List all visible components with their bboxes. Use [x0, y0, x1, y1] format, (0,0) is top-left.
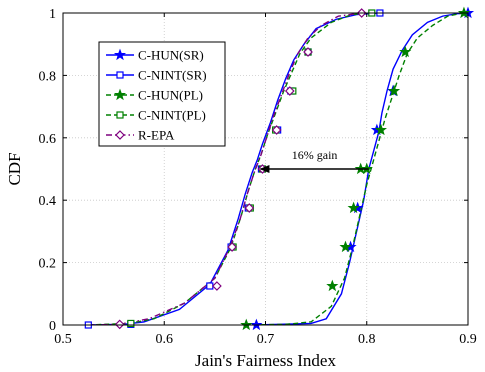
series-point-r-epa — [244, 203, 255, 213]
y-tick-label: 0.8 — [39, 69, 57, 84]
series-point-c-hun-pl — [388, 84, 401, 97]
y-tick-label: 0.6 — [39, 132, 57, 147]
x-tick-label: 0.8 — [358, 332, 376, 347]
series-point-c-nint-pl — [127, 319, 135, 328]
series-line-c-hun-pl — [245, 13, 464, 325]
series-point-r-epa — [212, 281, 222, 291]
series-point-r-epa — [271, 125, 282, 135]
gain-annotation: 16% gain — [292, 148, 338, 162]
legend-item-c-nint-sr: C-NINT(SR) — [106, 68, 207, 83]
legend-label: R-EPA — [138, 128, 175, 143]
series-point-c-hun-pl — [399, 45, 412, 58]
series-point-c-hun-pl — [347, 201, 360, 214]
legend-label: C-HUN(PL) — [138, 88, 203, 103]
series-point-c-hun-pl — [457, 6, 470, 19]
series-point-r-epa — [303, 47, 313, 57]
y-tick-label: 1 — [49, 7, 56, 22]
legend-marker — [116, 111, 124, 119]
series-point-c-hun-pl — [240, 318, 253, 331]
legend-item-c-hun-pl: C-HUN(PL) — [106, 88, 203, 103]
legend-item-c-nint-pl: C-NINT(PL) — [106, 108, 206, 123]
series-point-c-hun-pl — [374, 123, 387, 136]
y-tick-label: 0.4 — [39, 194, 57, 209]
series-point-r-epa — [284, 86, 295, 96]
x-axis-title: Jain's Fairness Index — [195, 351, 336, 370]
legend-marker — [115, 130, 125, 140]
x-tick-label: 0.9 — [459, 332, 477, 347]
y-tick-label: 0 — [49, 319, 56, 334]
x-tick-label: 0.6 — [156, 332, 174, 347]
series-point-r-epa — [227, 242, 237, 252]
y-tick-label: 0.2 — [39, 257, 57, 272]
tick-layer: 0.5 0.6 0.7 0.8 0.9 0 0.2 0.4 0.6 0.8 1 — [39, 7, 477, 347]
legend-item-c-hun-sr: C-HUN(SR) — [106, 48, 204, 63]
legend-label: C-NINT(SR) — [138, 68, 207, 83]
x-tick-label: 0.5 — [54, 332, 72, 347]
legend-marker — [113, 48, 127, 61]
legend: C-HUN(SR) C-NINT(SR) C-HUN(PL) C-NINT(PL) R-… — [98, 41, 226, 147]
legend-marker — [116, 71, 124, 79]
y-axis-title: CDF — [5, 152, 24, 185]
series-point-c-hun-pl — [339, 240, 352, 253]
series-line-r-epa — [88, 13, 362, 325]
legend-label: C-HUN(SR) — [138, 48, 204, 63]
series-point-c-hun-pl — [326, 279, 339, 292]
series-point-c-hun-sr — [250, 318, 263, 331]
series-point-r-epa — [114, 319, 125, 330]
legend-marker — [113, 88, 127, 101]
legend-item-r-epa: R-EPA — [106, 128, 175, 143]
legend-label: C-NINT(PL) — [138, 108, 206, 123]
series-line-c-nint-sr — [88, 13, 379, 325]
x-tick-label: 0.7 — [257, 332, 275, 347]
series-point-c-nint-sr — [206, 282, 214, 290]
